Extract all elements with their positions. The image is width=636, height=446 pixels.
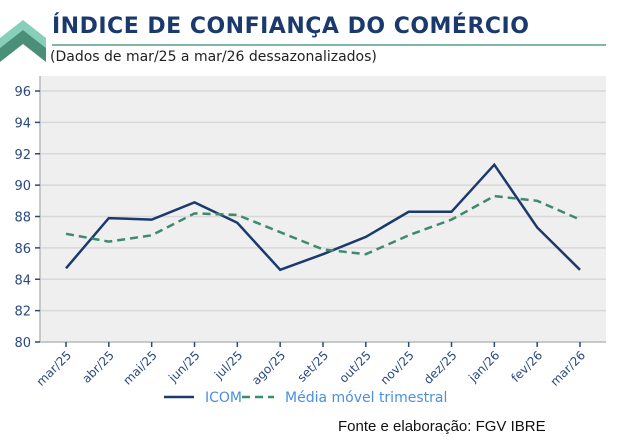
legend-label-icom: ICOM	[205, 390, 242, 406]
x-tick-label: fev/26	[508, 348, 545, 385]
y-tick-label: 80	[14, 336, 31, 351]
y-tick-label: 90	[14, 179, 31, 194]
x-tick-label: mar/25	[34, 348, 75, 389]
series-lines	[65, 162, 581, 272]
gridlines	[40, 90, 606, 312]
y-tick-label: 88	[14, 211, 31, 226]
x-tick-label: abr/25	[79, 348, 117, 386]
x-tick-label: ago/25	[249, 348, 288, 387]
title-divider	[52, 44, 606, 46]
y-tick-label: 96	[14, 85, 31, 100]
x-tick-label: dez/25	[421, 348, 460, 387]
y-axis-ticks: 80 82 84 86 88 90 92 94 96	[14, 85, 40, 351]
series-icom-line	[65, 162, 581, 272]
plot-area	[40, 76, 606, 342]
y-tick-label: 82	[14, 305, 31, 320]
legend-label-media: Média móvel trimestral	[285, 390, 447, 406]
page-subtitle: (Dados de mar/25 a mar/26 dessazonalizad…	[50, 49, 377, 65]
x-tick-label: jul/25	[211, 348, 245, 382]
x-tick-label: set/25	[295, 348, 332, 385]
chevron-up-icon	[0, 20, 46, 62]
x-tick-label: out/25	[337, 348, 374, 385]
source-note: Fonte e elaboração: FGV IBRE	[338, 418, 546, 435]
x-tick-label: jun/25	[165, 348, 202, 385]
x-tick-label: mar/26	[548, 348, 589, 389]
y-tick-label: 84	[14, 273, 31, 288]
x-tick-label: jan/26	[465, 348, 502, 385]
page-title: ÍNDICE DE CONFIANÇA DO COMÉRCIO	[52, 14, 530, 39]
y-tick-label: 92	[14, 148, 31, 163]
x-tick-label: nov/25	[378, 348, 417, 387]
x-tick-label: mai/25	[120, 348, 159, 387]
legend: ICOM Média móvel trimestral	[164, 390, 447, 406]
y-tick-label: 86	[14, 242, 31, 257]
x-axis-ticks: mar/25 abr/25 mai/25 jun/25 jul/25 ago/25 set/…	[34, 342, 589, 389]
y-tick-label: 94	[14, 116, 31, 131]
